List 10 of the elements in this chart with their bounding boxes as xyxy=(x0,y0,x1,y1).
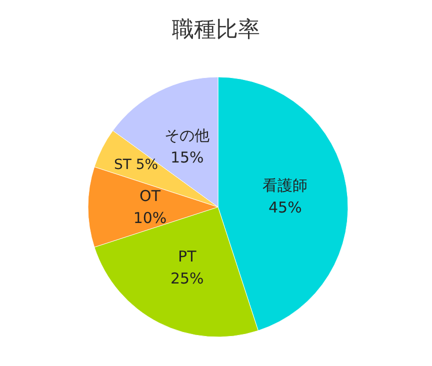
data-label: 25% xyxy=(170,270,204,288)
data-label: 15% xyxy=(170,148,204,166)
slice-label: PT xyxy=(178,248,198,266)
data-label: 10% xyxy=(133,209,167,227)
slice-label: OT xyxy=(140,187,162,205)
slice-label: 看護師 xyxy=(262,176,308,194)
slice-label: ST 5% xyxy=(114,157,158,174)
chart-title: 職種比率 xyxy=(172,18,260,42)
slice-label: その他 xyxy=(164,126,210,144)
data-label: 45% xyxy=(268,198,302,216)
